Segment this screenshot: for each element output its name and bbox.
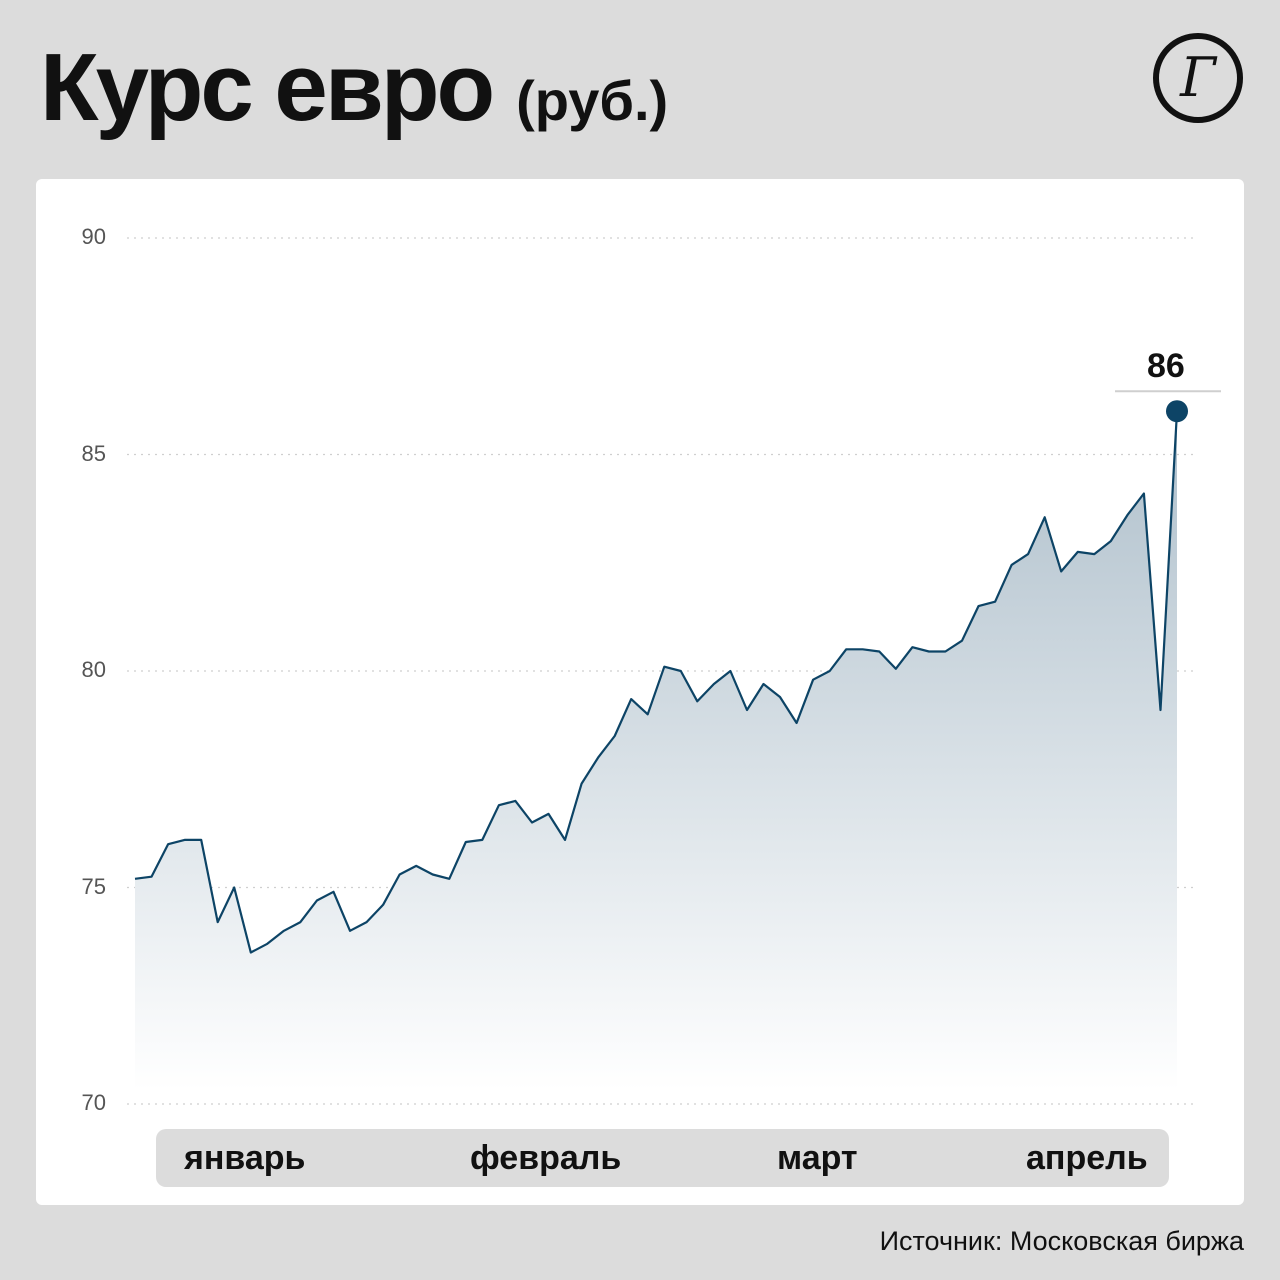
series-line (134, 411, 1179, 954)
y-tick-label: 70 (81, 1090, 106, 1115)
month-label-april: апрель (1026, 1139, 1148, 1177)
logo-letter: Г (1179, 46, 1218, 109)
title-unit: (руб.) (516, 69, 669, 132)
y-tick-label: 90 (81, 224, 106, 249)
chart-card: 70 75 80 85 90 86 январь февраль март апрель (36, 179, 1244, 1205)
month-label-february: февраль (470, 1139, 622, 1177)
y-tick-label: 80 (81, 657, 106, 682)
title-main: Курс евро (40, 34, 495, 141)
month-label-march: март (777, 1139, 858, 1177)
source-note: Источник: Московская биржа (879, 1226, 1244, 1256)
y-tick-label: 75 (81, 873, 106, 899)
chart-title: Курс евро (руб.) (40, 40, 668, 160)
area-fill (135, 411, 1177, 1090)
month-bar: январь февраль март апрель (156, 1129, 1169, 1187)
gazeta-logo-icon: Г (1153, 33, 1243, 123)
chart-plot (127, 237, 1221, 1105)
y-tick-label: 85 (81, 440, 106, 466)
end-marker (1166, 400, 1188, 423)
month-label-january: январь (184, 1139, 306, 1177)
end-value-label: 86 (1147, 347, 1185, 386)
